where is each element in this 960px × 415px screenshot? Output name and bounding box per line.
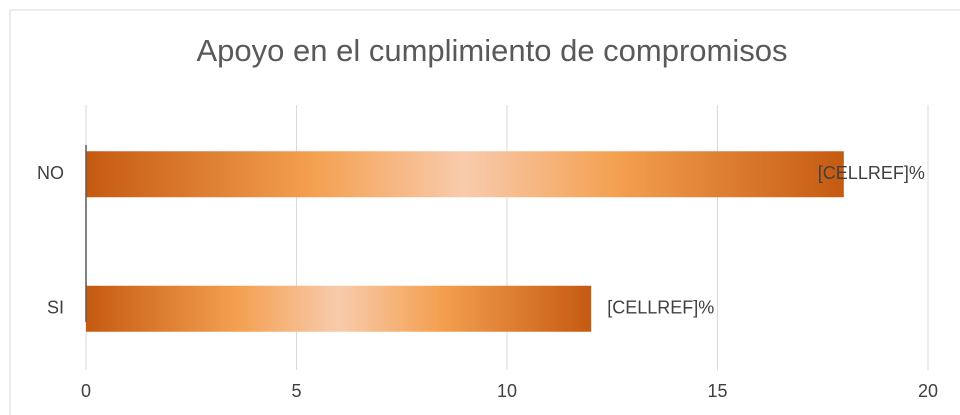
chart-border [9, 9, 960, 415]
y-tick-label: SI [47, 298, 64, 318]
bar [86, 151, 844, 198]
chart-title: Apoyo en el cumplimiento de compromisos [197, 33, 788, 68]
data-label: [CELLREF]% [607, 298, 714, 318]
x-tick-label: 20 [918, 381, 938, 401]
bar [86, 285, 592, 332]
x-tick-label: 15 [707, 381, 727, 401]
x-tick-label: 5 [291, 381, 301, 401]
x-tick-label: 0 [81, 381, 91, 401]
data-label: [CELLREF]% [818, 163, 925, 183]
y-tick-label: NO [37, 163, 64, 183]
x-tick-label: 10 [497, 381, 517, 401]
